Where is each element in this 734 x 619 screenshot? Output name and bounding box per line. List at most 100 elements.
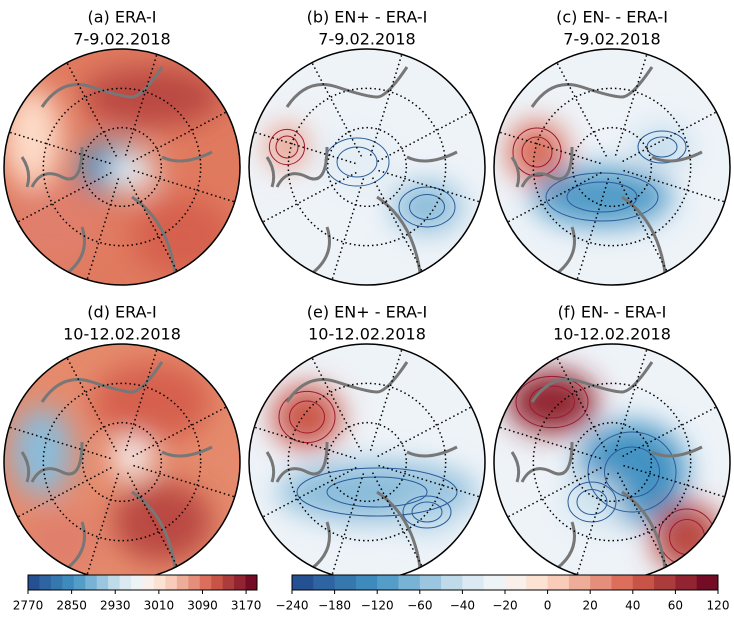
latitude-line [532,87,692,247]
colorbar-frame [27,574,258,591]
latitude-line [326,126,408,208]
contour [275,135,299,159]
colorbar-segment [234,575,247,590]
coastline [510,66,703,285]
field-blob [507,122,567,182]
panel-date: 10-12.02.2018 [553,325,671,344]
colorbar-segment [211,575,224,590]
panel-date: 10-12.02.2018 [308,325,426,344]
contour [566,181,638,213]
colorbar-tick-label: 3010 [144,599,175,613]
contour [409,194,445,220]
colorbar-segment [654,575,676,590]
colorbar-tick-label: −120 [361,599,394,613]
contour [587,431,677,513]
colorbar-segment [632,575,655,590]
colorbar-tick-label: 2850 [56,599,87,613]
colorbar-segment [526,575,549,590]
field-blobs [265,125,462,232]
map-panel [493,48,731,286]
field-blob [532,167,672,227]
colorbar-segment [462,575,485,590]
colorbar-segment [398,575,421,590]
colorbar-segment [108,575,121,590]
colorbar-segment [176,575,189,590]
colorbar-segment [245,575,258,590]
field-blob [392,182,462,232]
map-panel [493,343,731,581]
colorbar-segment [590,575,612,590]
colorbar-tick-label: −40 [450,599,475,613]
latitude-line [42,87,202,247]
contour [268,128,306,166]
map-field [249,49,485,285]
colorbar-tick-label: 60 [668,599,683,613]
contour [289,400,325,434]
coastline [20,361,213,580]
colorbar-segment [39,575,52,590]
colorbar-segment [153,575,166,590]
map-border [493,48,731,286]
field-blob [4,187,102,267]
latitude-line [81,126,163,208]
colorbar-tick-label: −240 [276,599,309,613]
panel-title: (f) EN- - ERA-I [558,303,667,322]
latitude-line [326,421,408,503]
colorbar-segment [568,575,591,590]
colorbar-segment [675,575,698,590]
map-background [494,49,730,285]
contour [521,136,553,168]
coastline [510,361,703,580]
contour [567,481,617,523]
contour [515,375,589,429]
contour [278,390,336,444]
colorbar-segment [142,575,155,590]
contour [326,476,428,508]
contour [529,385,575,419]
latitude-line [571,126,653,208]
colorbar-tick-label: −60 [407,599,432,613]
colorbar-tick-label: 3170 [231,599,262,613]
colorbar-segment [85,575,98,590]
map-field [4,49,240,285]
coastline [20,66,213,285]
colorbar-tick-label: 120 [707,599,730,613]
contour [604,446,660,498]
field-blobs [507,370,722,572]
field-blob [317,132,397,192]
map-field [249,344,485,580]
latitude-line [532,382,692,542]
contour [411,501,443,523]
colorbar-segment [119,575,132,590]
panel-date: 7-9.02.2018 [563,30,660,49]
colorbar-tick-label: 0 [544,599,552,613]
latitude-line [81,421,163,503]
colorbar-segment [292,575,314,590]
map-border [248,48,486,286]
colorbar-segment [505,575,527,590]
map-panel [248,48,486,286]
colorbar-tick-label: 3090 [187,599,218,613]
latitude-line [42,382,202,542]
contour [646,136,678,158]
panel-title: (c) EN- - ERA-I [556,8,668,27]
colorbar-segment [62,575,75,590]
field-blob [107,152,157,192]
colorbar-tick-label: 2770 [13,599,44,613]
latitude-line [287,382,447,542]
contour [402,495,452,529]
contour [637,130,687,164]
colorbar-segment [73,575,86,590]
map-panel [3,48,241,286]
map-background [249,344,485,580]
field-blobs [507,122,692,227]
map-field [4,344,240,580]
colorbar-segment [96,575,109,590]
field-blob [632,127,692,167]
colorbar-segment [165,575,178,590]
field-blob [562,477,622,527]
colorbar-segment [377,575,399,590]
colorbar-segment [611,575,634,590]
colorbar-tick-label: 2930 [100,599,131,613]
